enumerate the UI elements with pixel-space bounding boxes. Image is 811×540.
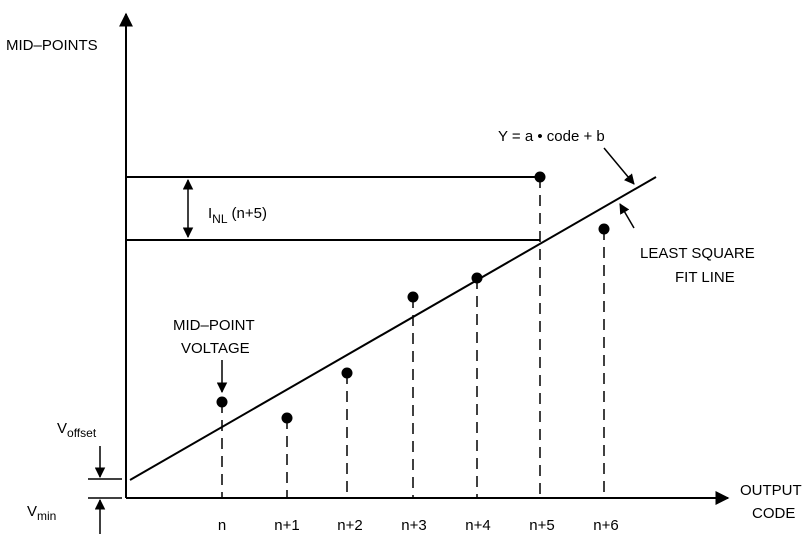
fit-line-arrow bbox=[619, 203, 635, 229]
equation-label: Y = a • code + b bbox=[498, 128, 605, 145]
midpoint-label-line2: VOLTAGE bbox=[181, 340, 250, 357]
equation-arrow bbox=[603, 147, 635, 185]
fit-line-label-line2: FIT LINE bbox=[675, 269, 735, 286]
midpoint-dot-n4 bbox=[471, 272, 483, 284]
x-axis-label-line2: CODE bbox=[752, 505, 795, 522]
midpoint-dot-n bbox=[216, 396, 228, 408]
midpoint-dot-n3 bbox=[407, 291, 419, 303]
midpoint-dot-n2 bbox=[341, 367, 353, 379]
inl-label: INL (n+5) bbox=[208, 205, 267, 226]
code-label-n6: n+6 bbox=[593, 517, 618, 534]
code-label-n2: n+2 bbox=[337, 517, 362, 534]
y-axis-label: MID–POINTS bbox=[6, 37, 98, 54]
least-square-fit-line bbox=[129, 176, 657, 481]
midpoint-dot-n5 bbox=[534, 171, 546, 183]
code-label-n3: n+3 bbox=[401, 517, 426, 534]
code-label-n4: n+4 bbox=[465, 517, 490, 534]
code-label-n5: n+5 bbox=[529, 517, 554, 534]
vmin-label: Vmin bbox=[27, 503, 56, 523]
fit-line-label-line1: LEAST SQUARE bbox=[640, 245, 755, 262]
midpoint-dot-n1 bbox=[281, 412, 293, 424]
voffset-label: Voffset bbox=[57, 420, 97, 440]
midpoint-dot-n6 bbox=[598, 223, 610, 235]
code-label-n1: n+1 bbox=[274, 517, 299, 534]
code-label-n: n bbox=[218, 517, 226, 534]
midpoint-label-line1: MID–POINT bbox=[173, 317, 255, 334]
x-axis-label-line1: OUTPUT bbox=[740, 482, 802, 499]
